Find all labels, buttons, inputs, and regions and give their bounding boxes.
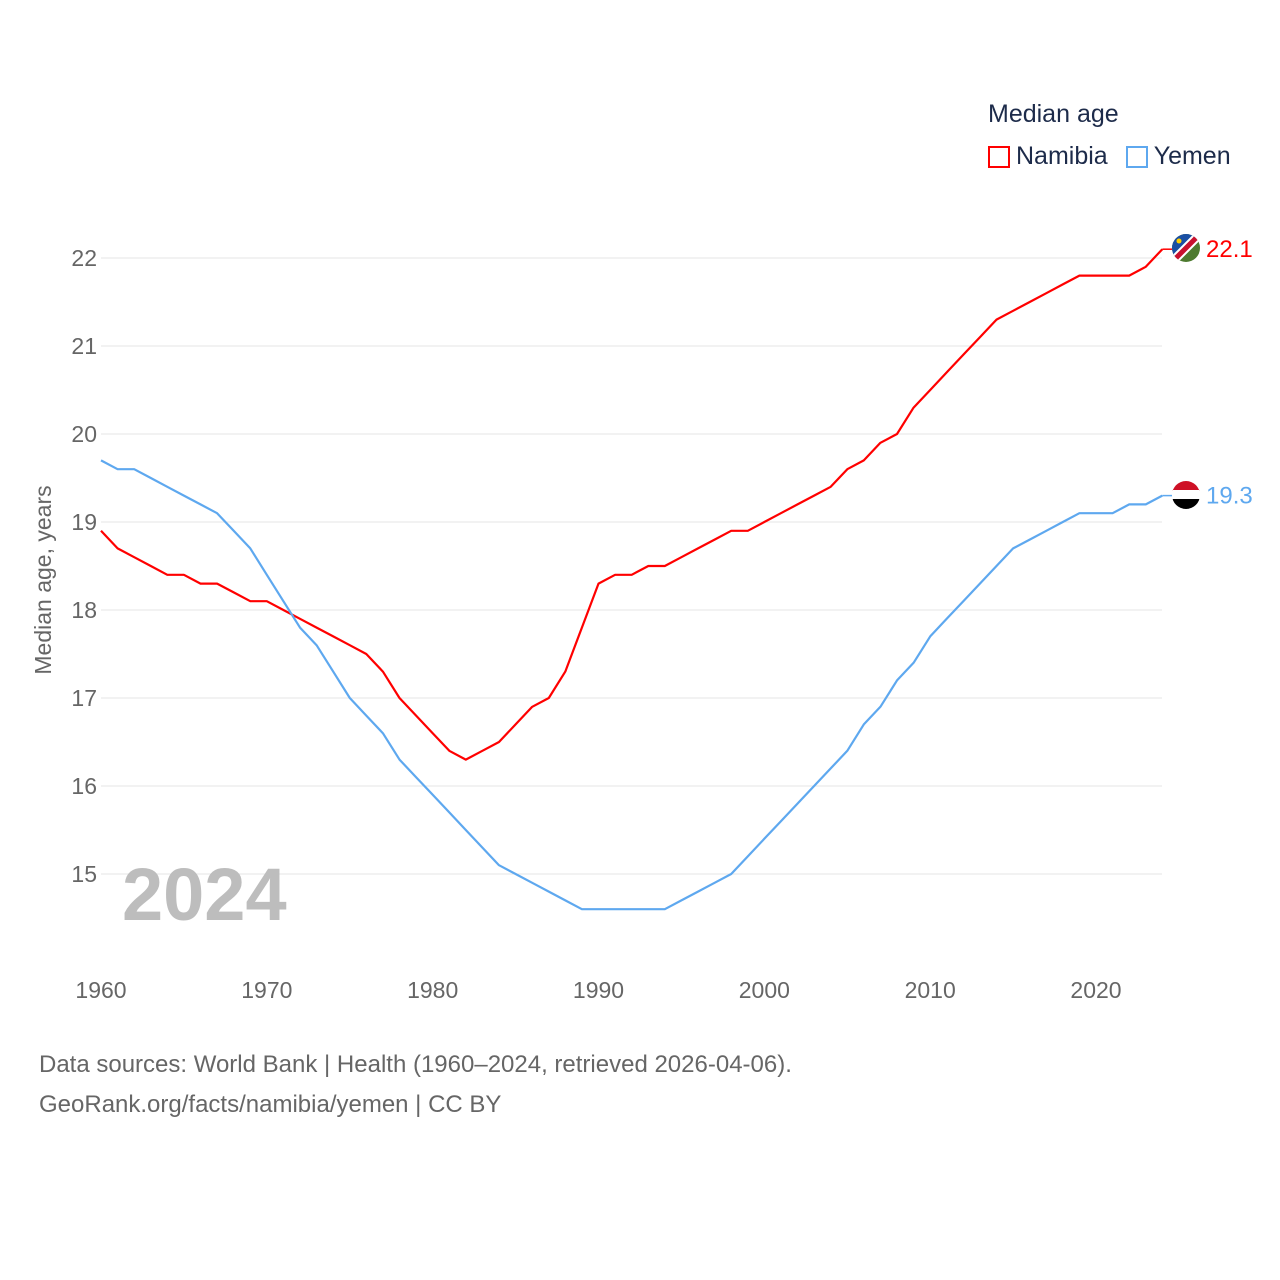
year-watermark: 2024 — [122, 853, 287, 936]
y-tick-label: 21 — [71, 333, 97, 359]
legend-swatch — [1125, 145, 1148, 168]
legend-label: Yemen — [1153, 142, 1231, 170]
y-tick-label: 19 — [71, 509, 97, 535]
source-line-2[interactable]: GeoRank.org/facts/namibia/yemen | CC BY — [39, 1091, 502, 1118]
x-tick-label: 1970 — [241, 977, 292, 1003]
y-tick-label: 20 — [71, 421, 97, 447]
flags — [1172, 234, 1200, 509]
series-line-yemen — [100, 459, 1163, 911]
legend-label: Namibia — [1016, 142, 1108, 170]
x-tick-labels: 1960 1970 1980 1990 2000 2010 2020 — [75, 977, 1121, 1003]
source-note: Data sources: World Bank | Health (1960–… — [39, 1045, 792, 1125]
x-tick-label: 2010 — [905, 977, 956, 1003]
legend-item-yemen[interactable]: Yemen — [1125, 142, 1231, 171]
x-tick-label: 1960 — [75, 977, 126, 1003]
end-label-namibia: 22.1 — [1206, 236, 1253, 263]
yemen-flag-icon — [1172, 481, 1200, 509]
y-tick-label: 15 — [71, 861, 97, 887]
y-tick-label: 18 — [71, 597, 97, 623]
y-axis-label: Median age, years — [30, 485, 56, 674]
legend-swatch — [988, 145, 1010, 168]
namibia-flag-icon — [1172, 234, 1200, 262]
end-label-yemen: 19.3 — [1206, 483, 1253, 510]
y-tick-label: 22 — [71, 245, 97, 271]
x-tick-label: 1980 — [407, 977, 458, 1003]
grid — [101, 257, 1162, 875]
x-tick-label: 2020 — [1070, 977, 1121, 1003]
x-tick-label: 2000 — [739, 977, 790, 1003]
y-tick-label: 16 — [71, 773, 97, 799]
x-tick-label: 1990 — [573, 977, 624, 1003]
legend: Namibia Yemen — [988, 142, 1231, 171]
series-lines — [100, 248, 1172, 911]
end-labels: 22.1 19.3 — [1206, 236, 1253, 509]
source-line-1: Data sources: World Bank | Health (1960–… — [39, 1051, 792, 1078]
y-tick-label: 17 — [71, 685, 97, 711]
y-tick-labels: 15 16 17 18 19 20 21 22 — [71, 245, 97, 887]
legend-item-namibia[interactable]: Namibia — [988, 142, 1108, 171]
series-line-namibia — [100, 248, 1164, 761]
legend-title: Median age — [988, 100, 1119, 128]
